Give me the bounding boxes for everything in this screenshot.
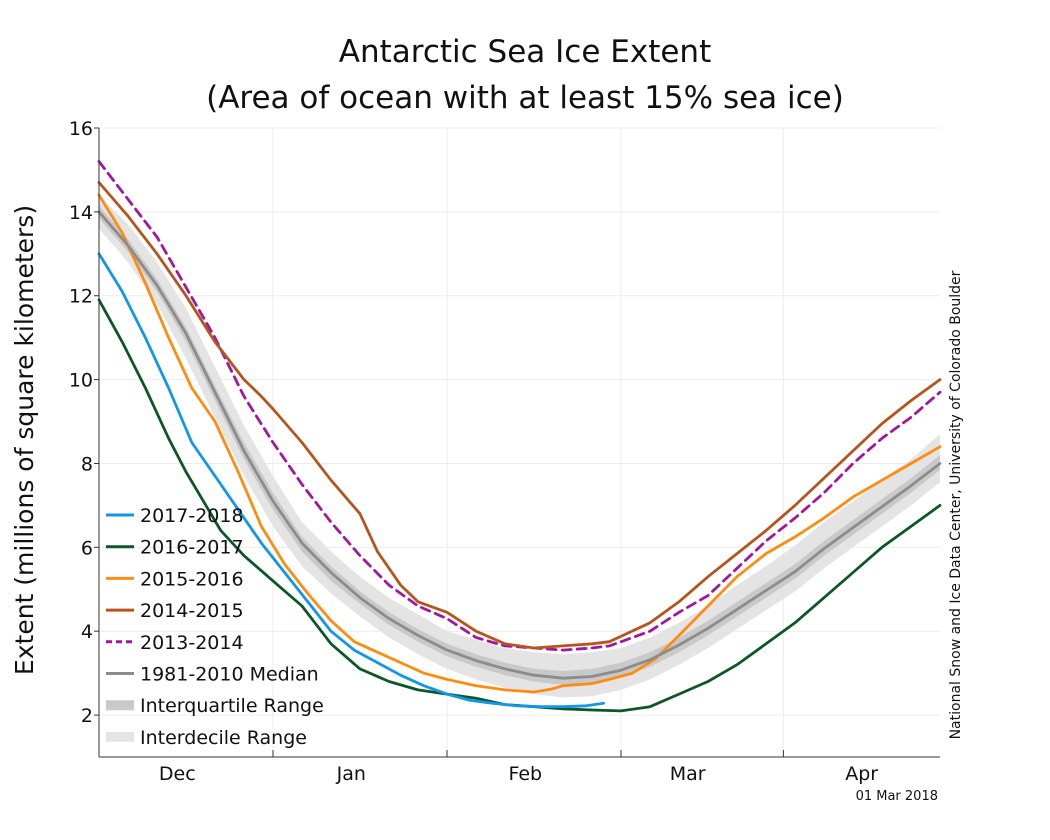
- x-tick-label: Mar: [670, 763, 706, 785]
- x-tick-label: Feb: [508, 763, 542, 785]
- legend: 2017-2018 2016-2017 2015-2016 2014-2015 2013…: [106, 505, 324, 749]
- chart-title-line1: Antarctic Sea Ice Extent: [339, 34, 711, 70]
- y-tick-label: 8: [81, 453, 93, 475]
- y-tick-label: 12: [69, 286, 93, 308]
- legend-label-interquartile-range: Interquartile Range: [140, 695, 324, 717]
- credit-text: National Snow and Ice Data Center, Unive…: [948, 270, 964, 739]
- y-tick-label: 10: [69, 370, 93, 392]
- y-tick-label: 14: [69, 202, 93, 224]
- y-tick-label: 6: [81, 537, 93, 559]
- legend-label-2017-2018: 2017-2018: [140, 505, 244, 527]
- series-line-2017-2018: [97, 252, 605, 709]
- chart-title-line2: (Area of ocean with at least 15% sea ice…: [206, 80, 844, 116]
- date-stamp: 01 Mar 2018: [856, 789, 938, 804]
- x-tick-label: Dec: [159, 763, 196, 785]
- x-tick-label: Apr: [845, 763, 878, 785]
- range-bands: [99, 195, 940, 698]
- x-axis-ticks: Dec Jan Feb Mar Apr: [159, 750, 878, 785]
- series-line-2016-2017: [97, 298, 942, 713]
- series-line-2015-2016: [97, 193, 942, 694]
- y-axis-label: Extent (millions of square kilometers): [10, 205, 39, 675]
- series-line-2014-2015: [97, 181, 942, 650]
- x-tick-label: Jan: [336, 763, 366, 785]
- legend-label-interdecile-range: Interdecile Range: [140, 727, 307, 749]
- y-tick-label: 16: [69, 118, 93, 140]
- legend-label-2015-2016: 2015-2016: [140, 568, 244, 590]
- y-axis-ticks: 2 4 6 8 10 12 14 16: [69, 118, 99, 727]
- y-tick-label: 2: [81, 705, 93, 727]
- legend-label-1981-2010-median: 1981-2010 Median: [140, 664, 319, 686]
- legend-label-2016-2017: 2016-2017: [140, 537, 244, 559]
- legend-label-2013-2014: 2013-2014: [140, 632, 244, 654]
- legend-label-2014-2015: 2014-2015: [140, 600, 244, 622]
- series-lines: [97, 160, 942, 713]
- y-tick-label: 4: [81, 621, 93, 643]
- interdecile-range-band: [99, 195, 940, 698]
- series-line-1981-2010-median: [97, 210, 942, 680]
